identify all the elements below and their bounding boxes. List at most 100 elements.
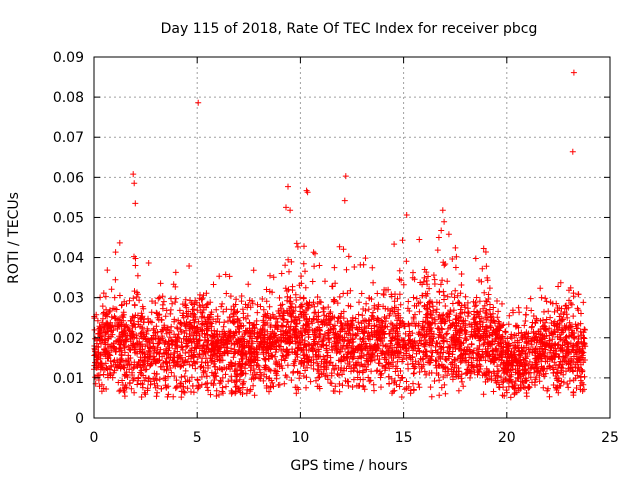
roti-point [151,380,158,387]
roti-point [342,173,349,180]
roti-point [305,334,312,340]
roti-point [345,378,352,385]
roti-point [190,354,197,361]
roti-point [279,301,286,308]
roti-point [415,360,422,366]
roti-point [369,264,376,271]
roti-point [274,368,281,375]
roti-point [187,297,193,304]
roti-point [123,336,130,343]
roti-point [555,389,562,396]
roti-point [208,337,215,344]
roti-point [511,357,518,364]
roti-point [491,354,498,361]
roti-point [300,294,307,301]
x-tick-label: 5 [193,430,202,446]
roti-point [536,354,542,361]
roti-point [462,335,468,342]
roti-point [262,356,269,363]
roti-point [403,212,410,218]
roti-point [403,346,410,352]
roti-point [141,377,148,384]
roti-point [113,306,120,313]
roti-point [324,352,331,359]
roti-point [312,309,319,316]
roti-point [566,333,573,340]
roti-point [476,342,483,349]
roti-point [266,388,272,395]
roti-point [218,303,225,310]
roti-point [300,260,307,267]
roti-point [267,383,274,390]
roti-point [525,384,532,391]
roti-point [116,388,123,395]
roti-point [332,280,339,287]
roti-point [385,286,392,293]
roti-point [566,367,573,373]
roti-point [323,342,330,349]
roti-point [491,370,498,377]
roti-point [198,314,205,321]
roti-point [212,346,219,353]
y-tick-label: 0.05 [53,210,84,226]
roti-point [326,317,333,324]
roti-point [177,320,184,327]
roti-point [438,227,445,234]
roti-point [123,372,130,379]
roti-point [291,362,298,369]
roti-point [456,334,463,341]
roti-point [134,381,141,388]
roti-point [460,383,467,390]
roti-point [350,367,357,374]
roti-point [234,350,241,357]
roti-point [565,384,572,391]
roti-point [464,299,471,306]
roti-point [116,348,123,355]
roti-point [161,366,168,373]
roti-point [216,319,223,326]
roti-point [272,349,279,356]
roti-point [389,321,396,328]
roti-point [346,327,353,334]
roti-point [442,261,449,267]
roti-point [282,262,289,269]
roti-point [450,332,457,338]
roti-point [107,323,114,330]
roti-point [568,301,575,308]
roti-point [570,290,577,297]
roti-point [450,373,457,380]
roti-point [361,317,368,324]
roti-point [105,355,112,361]
roti-point [151,347,158,354]
roti-point [564,343,571,350]
roti-point [211,363,218,370]
roti-point [329,362,336,369]
roti-point [256,342,263,349]
roti-point [436,289,443,296]
roti-point [569,344,576,350]
roti-point [127,338,134,345]
roti-point [108,347,115,354]
roti-point [131,346,138,353]
roti-point [478,315,485,322]
roti-point [309,278,316,285]
roti-point [132,200,139,207]
roti-point [206,313,213,320]
roti-point [521,322,528,329]
roti-point [505,343,512,349]
roti-point [436,312,443,318]
roti-point [579,368,586,374]
roti-point [368,343,375,350]
roti-point [269,289,276,296]
roti-point [127,355,134,361]
roti-point [138,394,145,400]
roti-point [538,294,545,301]
roti-point [161,341,168,347]
roti-point [171,359,178,366]
roti-point [487,311,494,318]
roti-point [284,307,290,314]
roti-point [165,373,172,380]
roti-point [438,318,445,325]
roti-point [217,344,223,351]
roti-point [533,357,540,364]
